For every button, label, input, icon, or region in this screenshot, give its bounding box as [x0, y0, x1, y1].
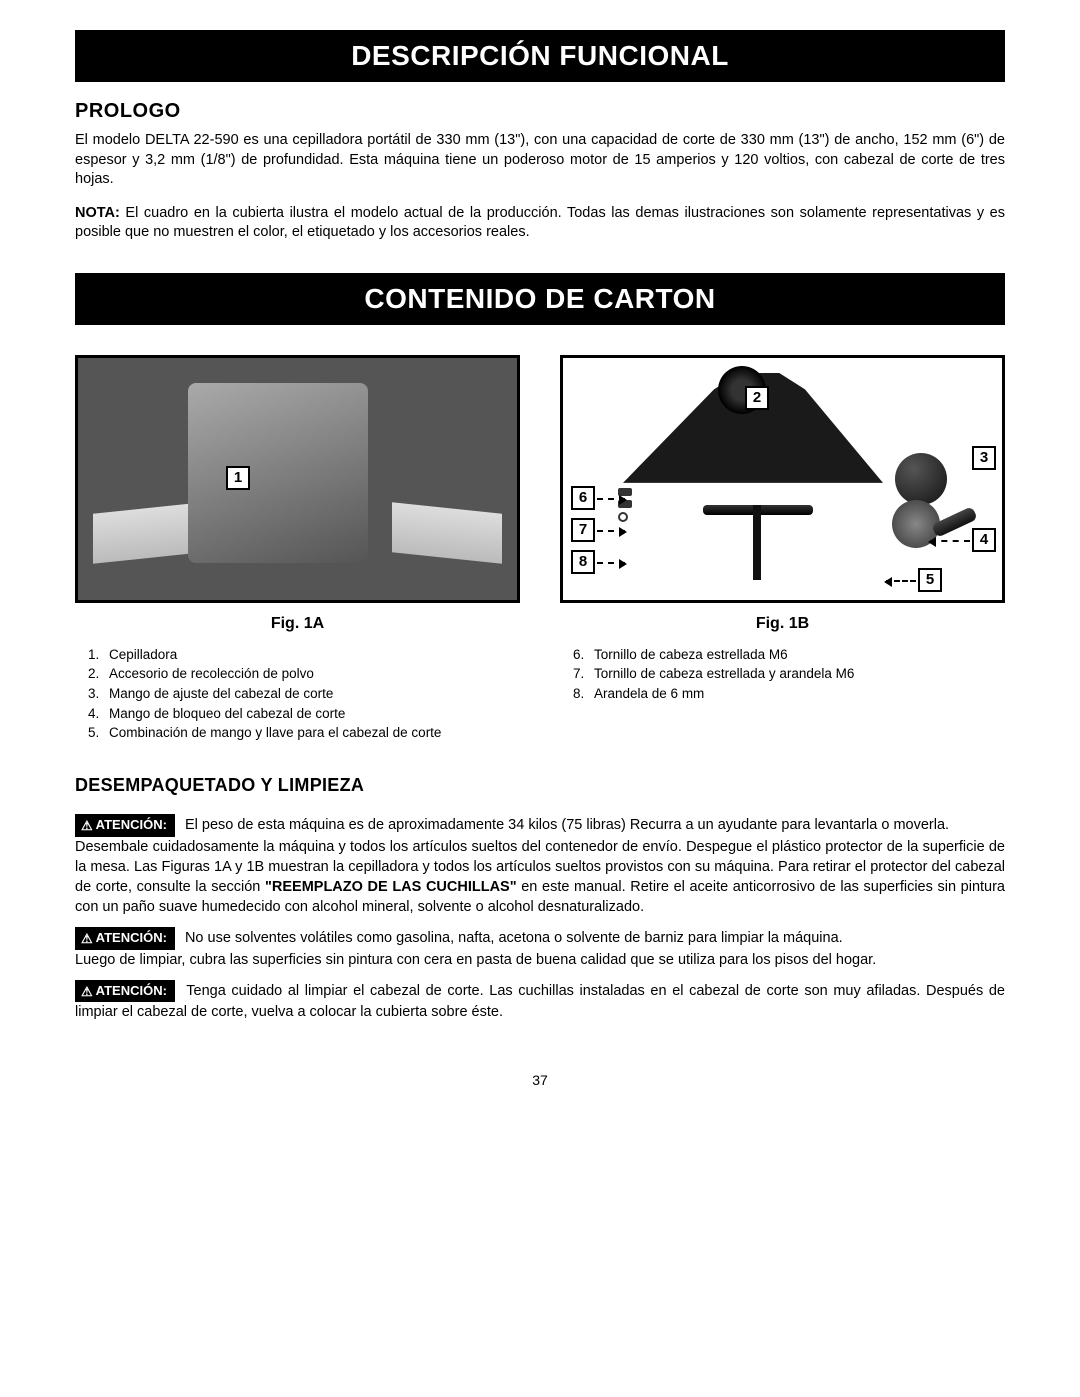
warn1-boldref: "REEMPLAZO DE LAS CUCHILLAS" — [265, 879, 517, 895]
crank-handle — [931, 506, 978, 538]
banner-contenido: CONTENIDO DE CARTON — [75, 273, 1005, 325]
atencion-text: ATENCIÓN: — [96, 817, 167, 832]
leader-5 — [886, 580, 916, 582]
figure-1a-frame: 1 — [75, 355, 520, 603]
warn2-lead: No use solventes volátiles como gasolina… — [185, 930, 843, 946]
callout-5: 5 — [918, 568, 942, 592]
warning-triangle-icon: ⚠ — [81, 983, 93, 1001]
callout-1: 1 — [226, 466, 250, 490]
banner-descripcion: DESCRIPCIÓN FUNCIONAL — [75, 30, 1005, 82]
callout-7: 7 — [571, 518, 595, 542]
list-item: Mango de bloqueo del cabezal de corte — [103, 704, 520, 724]
parts-list-left: Cepilladora Accesorio de recolección de … — [75, 645, 520, 743]
warning-block-3: ⚠ATENCIÓN: Tenga cuidado al limpiar el c… — [75, 980, 1005, 1023]
list-item: Tornillo de cabeza estrellada M6 — [588, 645, 1005, 665]
t-wrench-shape — [683, 505, 833, 585]
list-item: Accesorio de recolección de polvo — [103, 664, 520, 684]
atencion-label: ⚠ATENCIÓN: — [75, 980, 175, 1003]
fig-1b-caption: Fig. 1B — [560, 615, 1005, 633]
fig-1a-caption: Fig. 1A — [75, 615, 520, 633]
parts-list-right: Tornillo de cabeza estrellada M6 Tornill… — [560, 645, 1005, 704]
warn1-lead: El peso de esta máquina es de aproximada… — [185, 817, 949, 833]
leader-6 — [597, 498, 625, 500]
warn1-body: Desembale cuidadosamente la máquina y to… — [75, 837, 1005, 917]
list-item: Cepilladora — [103, 645, 520, 665]
figure-1b-frame: 2 3 4 5 6 7 8 — [560, 355, 1005, 603]
atencion-text: ATENCIÓN: — [96, 930, 167, 945]
prologo-title: PROLOGO — [75, 100, 1005, 123]
prologo-text: El modelo DELTA 22-590 es una cepillador… — [75, 131, 1005, 190]
callout-2: 2 — [745, 386, 769, 410]
list-item: Tornillo de cabeza estrellada y arandela… — [588, 664, 1005, 684]
list-item: Arandela de 6 mm — [588, 684, 1005, 704]
nota-label: NOTA: — [75, 205, 120, 221]
warn3-text: Tenga cuidado al limpiar el cabezal de c… — [75, 983, 1005, 1021]
nota-text: El cuadro en la cubierta ilustra el mode… — [75, 205, 1005, 241]
leader-8 — [597, 562, 625, 564]
list-item: Combinación de mango y llave para el cab… — [103, 723, 520, 743]
warning-triangle-icon: ⚠ — [81, 817, 93, 835]
list-item: Mango de ajuste del cabezal de corte — [103, 684, 520, 704]
planer-table-right — [392, 502, 502, 564]
leader-4 — [930, 540, 970, 542]
figure-b-column: 2 3 4 5 6 7 8 Fig. 1B — [560, 355, 1005, 641]
nota-block: NOTA: El cuadro en la cubierta ilustra e… — [75, 204, 1005, 243]
parts-list-left-col: Cepilladora Accesorio de recolección de … — [75, 645, 520, 743]
warning-triangle-icon: ⚠ — [81, 930, 93, 948]
t-wrench-shaft — [753, 505, 761, 580]
warning-block-1: ⚠ATENCIÓN: El peso de esta máquina es de… — [75, 814, 1005, 917]
desempaquetado-title: DESEMPAQUETADO Y LIMPIEZA — [75, 775, 1005, 796]
atencion-label: ⚠ATENCIÓN: — [75, 814, 175, 837]
page-number: 37 — [75, 1072, 1005, 1088]
figure-a-column: 1 Fig. 1A — [75, 355, 520, 641]
planer-table-left — [93, 502, 203, 564]
warn2-body: Luego de limpiar, cubra las superficies … — [75, 950, 1005, 970]
atencion-label: ⚠ATENCIÓN: — [75, 927, 175, 950]
callout-6: 6 — [571, 486, 595, 510]
figures-row: 1 Fig. 1A 2 3 4 5 6 — [75, 355, 1005, 641]
warning-block-2: ⚠ATENCIÓN: No use solventes volátiles co… — [75, 927, 1005, 970]
atencion-text: ATENCIÓN: — [96, 983, 167, 998]
callout-8: 8 — [571, 550, 595, 574]
parts-list-right-col: Tornillo de cabeza estrellada M6 Tornill… — [560, 645, 1005, 743]
leader-7 — [597, 530, 625, 532]
washer-icon — [618, 512, 628, 522]
callout-4: 4 — [972, 528, 996, 552]
parts-lists-row: Cepilladora Accesorio de recolección de … — [75, 645, 1005, 743]
planer-body — [188, 383, 368, 563]
callout-3: 3 — [972, 446, 996, 470]
